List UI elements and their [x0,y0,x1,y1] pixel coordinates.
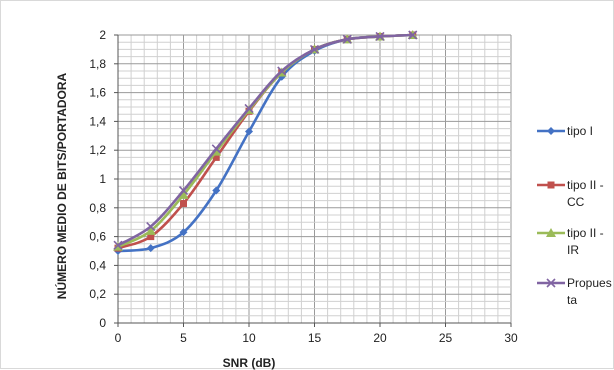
legend-item-2: tipo II - CC [537,178,604,209]
legend: tipo I tipo II - CC tipo II - IR Propues ta [537,124,612,307]
y-tick-label: 1,2 [89,143,106,157]
y-tick-label: 0,6 [89,230,106,244]
legend-label: ta [567,293,577,307]
data-point [212,186,221,195]
data-point [245,127,253,136]
series-area [113,30,418,255]
marker-stroke [546,278,556,288]
data-point [178,189,189,199]
x-tick-label: 15 [308,331,322,345]
marker-stroke [178,185,189,196]
legend-label: tipo I [567,124,593,138]
x-axis-title: SNR (dB) [223,356,276,370]
y-tick-label: 1,8 [89,57,106,71]
marker-stroke [211,144,221,154]
data-point [146,244,155,253]
data-point [147,233,155,241]
marker-stroke [375,31,385,42]
marker-stroke [146,221,156,232]
data-point [408,30,418,40]
marker-stroke [342,34,352,44]
data-point [145,225,156,235]
data-point [113,240,123,250]
marker-stroke [277,66,287,76]
data-point [179,228,188,237]
marker-stroke [113,240,123,250]
legend-item-4: Propues ta [537,276,612,307]
axes: 0 5 10 15 20 25 30 0 0,2 0,4 0,6 0,8 1 1,2 1,4 1,6 1,8 2 [89,28,518,345]
data-point [244,103,254,114]
legend-marker [546,228,556,237]
legend-marker [547,127,555,135]
marker-stroke [309,44,320,54]
y-tick-label: 0,8 [89,201,106,215]
series-4 [113,30,418,250]
y-tick-label: 2 [99,28,106,42]
data-point [180,199,187,207]
x-tick-label: 30 [504,331,518,345]
data-point [342,34,352,44]
data-point [375,31,385,42]
data-point [211,144,221,154]
data-point [146,221,156,232]
x-tick-label: 0 [115,331,122,345]
y-tick-label: 0,2 [89,287,106,301]
marker-stroke [408,30,418,40]
legend-item-3: tipo II - IR [537,226,604,257]
legend-marker [547,181,555,189]
x-tick-label: 10 [242,331,256,345]
legend-item-1: tipo I [537,124,593,138]
y-tick-label: 0 [99,316,106,330]
data-point [212,153,220,161]
x-tick-label: 20 [373,331,387,345]
x-tick-label: 5 [180,331,187,345]
x-tick-label: 25 [439,331,453,345]
legend-label: IR [567,243,579,257]
legend-label: CC [567,195,585,209]
legend-label: Propues [567,276,612,290]
y-tick-label: 1,4 [89,114,106,128]
data-point [309,44,320,54]
data-point [277,66,287,76]
grid [117,34,512,324]
y-axis-title: NÚMERO MEDIO DE BITS/PORTADORA [54,72,69,299]
y-tick-label: 1 [99,172,106,186]
legend-label: tipo II - [567,226,604,240]
y-tick-label: 1,6 [89,86,106,100]
legend-marker [546,278,556,288]
series-line [117,33,413,247]
y-tick-label: 0,4 [89,258,106,272]
data-point [178,185,189,196]
legend-label: tipo II - [567,178,604,192]
marker-stroke [244,103,254,114]
